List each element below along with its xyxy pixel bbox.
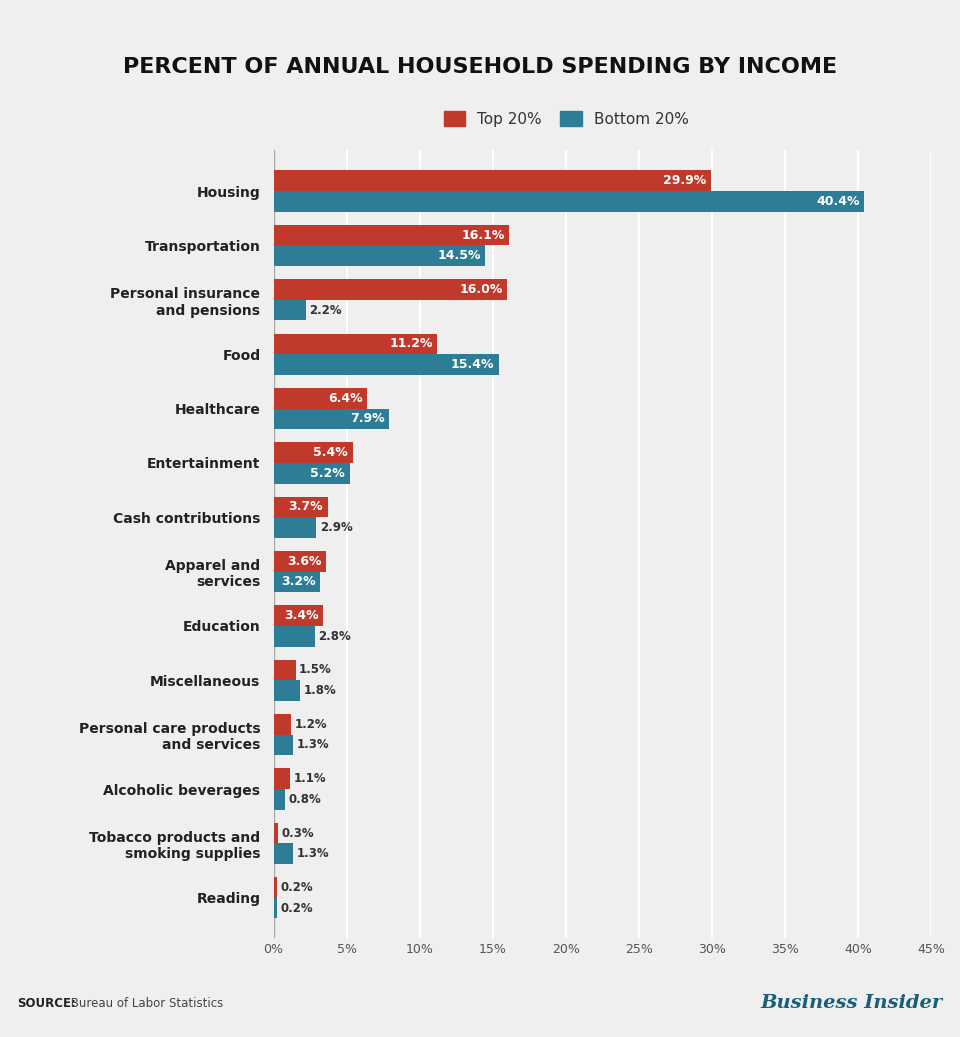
Text: 16.1%: 16.1% [461, 228, 505, 242]
Text: 3.2%: 3.2% [281, 576, 316, 588]
Text: 5.2%: 5.2% [310, 467, 346, 480]
Legend: Top 20%, Bottom 20%: Top 20%, Bottom 20% [444, 111, 689, 127]
Bar [274, 300, 305, 320]
Bar [274, 626, 315, 647]
Text: 15.4%: 15.4% [451, 358, 494, 371]
Text: 3.7%: 3.7% [289, 501, 324, 513]
Text: 5.4%: 5.4% [313, 446, 348, 459]
Bar [274, 843, 293, 864]
Bar [274, 768, 290, 789]
Bar [274, 497, 327, 517]
Text: 1.1%: 1.1% [294, 773, 326, 785]
Bar [274, 517, 316, 538]
Text: 6.4%: 6.4% [328, 392, 363, 404]
Text: 0.3%: 0.3% [281, 826, 314, 840]
Bar [274, 388, 367, 409]
Text: 1.8%: 1.8% [303, 684, 336, 697]
Text: 1.5%: 1.5% [300, 664, 332, 676]
Bar [274, 714, 291, 734]
Text: 2.8%: 2.8% [318, 629, 351, 643]
Text: 1.3%: 1.3% [297, 847, 329, 861]
Text: Business Insider: Business Insider [760, 994, 943, 1012]
Bar [274, 660, 296, 680]
Text: 0.8%: 0.8% [289, 793, 322, 806]
Text: 1.2%: 1.2% [295, 718, 327, 731]
Bar [274, 898, 276, 919]
Bar [274, 877, 276, 898]
Text: 2.2%: 2.2% [309, 304, 342, 316]
Bar [274, 334, 437, 355]
Text: 1.3%: 1.3% [297, 738, 329, 752]
Bar [274, 355, 498, 374]
Text: 0.2%: 0.2% [280, 901, 313, 915]
Text: 2.9%: 2.9% [320, 521, 352, 534]
Bar [274, 606, 324, 626]
Text: 40.4%: 40.4% [816, 195, 859, 208]
Bar [274, 463, 349, 483]
Text: 3.6%: 3.6% [287, 555, 322, 568]
Text: PERCENT OF ANNUAL HOUSEHOLD SPENDING BY INCOME: PERCENT OF ANNUAL HOUSEHOLD SPENDING BY … [123, 57, 837, 78]
Text: 29.9%: 29.9% [663, 174, 707, 188]
Bar [274, 571, 321, 592]
Bar [274, 246, 486, 267]
Text: SOURCE:: SOURCE: [17, 997, 76, 1010]
Bar [274, 734, 293, 755]
Text: Bureau of Labor Statistics: Bureau of Labor Statistics [67, 997, 224, 1010]
Text: 0.2%: 0.2% [280, 880, 313, 894]
Bar [274, 680, 300, 701]
Bar [274, 551, 326, 571]
Bar [274, 409, 389, 429]
Bar [274, 170, 710, 191]
Text: 11.2%: 11.2% [390, 337, 433, 351]
Text: 14.5%: 14.5% [438, 249, 481, 262]
Bar [274, 279, 508, 300]
Text: 3.4%: 3.4% [284, 609, 319, 622]
Text: 16.0%: 16.0% [460, 283, 503, 296]
Bar [274, 225, 509, 246]
Bar [274, 822, 278, 843]
Text: 7.9%: 7.9% [350, 413, 385, 425]
Bar [274, 789, 285, 810]
Bar [274, 191, 864, 212]
Bar [274, 442, 352, 463]
